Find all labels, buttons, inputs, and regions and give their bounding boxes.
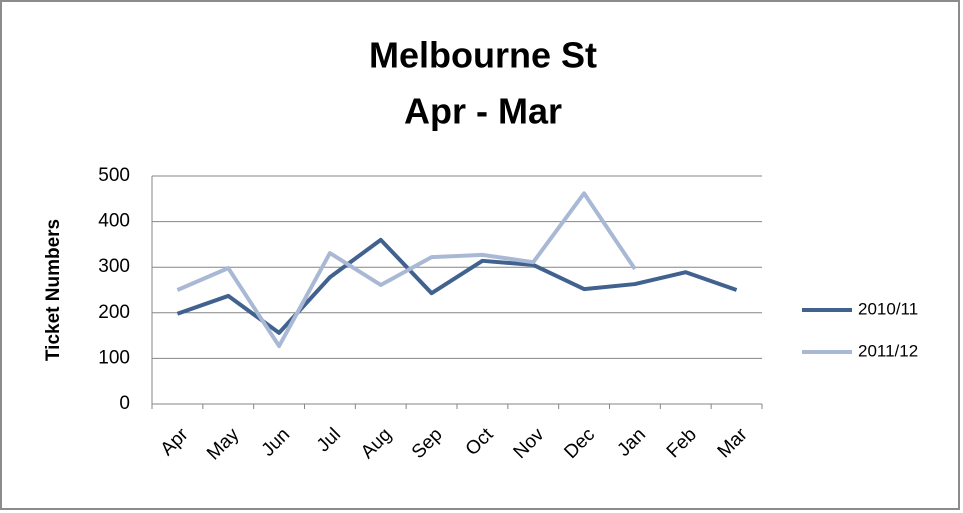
y-axis-label: Ticket Numbers [43, 219, 64, 361]
y-tick-label: 200 [98, 302, 130, 323]
legend-label: 2010/11 [858, 299, 918, 318]
chart-title: Melbourne St [369, 35, 597, 76]
y-tick-label: 0 [119, 393, 130, 414]
chart-subtitle: Apr - Mar [404, 91, 562, 132]
y-tick-label: 300 [98, 256, 130, 277]
y-tick-label: 400 [98, 211, 130, 232]
series-line [176, 191, 637, 349]
legend-label: 2011/12 [858, 341, 918, 360]
series-line [176, 237, 738, 335]
y-tick-label: 100 [98, 347, 130, 368]
y-tick-label: 500 [98, 165, 130, 186]
